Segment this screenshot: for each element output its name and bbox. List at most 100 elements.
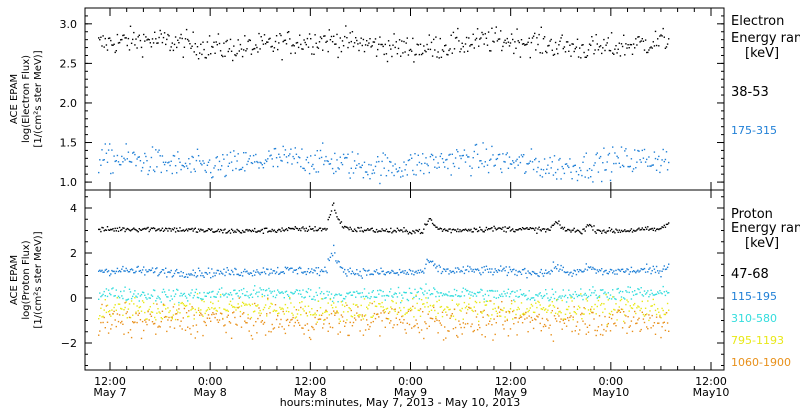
data-point <box>248 158 250 160</box>
data-point <box>259 48 261 50</box>
data-point <box>277 229 279 232</box>
data-point <box>436 319 438 321</box>
data-point <box>294 147 296 149</box>
data-point <box>350 167 352 169</box>
data-point <box>100 270 102 273</box>
data-point <box>453 229 456 231</box>
data-point <box>431 222 434 225</box>
data-point <box>205 295 207 297</box>
data-point <box>596 269 598 271</box>
data-point <box>485 324 488 326</box>
data-point <box>258 312 260 314</box>
data-point <box>549 156 551 159</box>
data-point <box>631 307 634 310</box>
data-point <box>502 45 504 48</box>
data-point <box>136 296 138 298</box>
data-point <box>502 324 504 326</box>
data-point <box>538 160 540 163</box>
data-point <box>249 318 251 320</box>
data-point <box>476 230 479 233</box>
data-point <box>197 155 200 157</box>
data-point <box>393 272 395 274</box>
data-point <box>638 306 640 308</box>
data-point <box>561 328 563 330</box>
data-point <box>447 306 449 309</box>
data-point <box>238 290 240 292</box>
data-point <box>536 306 538 309</box>
data-point <box>213 295 215 298</box>
data-point <box>430 219 433 221</box>
data-point <box>614 48 616 50</box>
data-point <box>612 52 614 54</box>
data-point <box>130 297 133 300</box>
data-point <box>342 45 345 47</box>
data-point <box>650 272 652 275</box>
data-point <box>409 292 412 294</box>
data-point <box>273 309 276 311</box>
data-point <box>406 271 408 274</box>
data-point <box>409 307 412 309</box>
data-point <box>158 273 160 276</box>
data-point <box>524 228 526 230</box>
data-point <box>189 43 191 45</box>
data-point <box>342 297 345 300</box>
data-point <box>617 157 619 159</box>
data-point <box>434 320 436 323</box>
data-point <box>469 266 471 268</box>
data-point <box>513 309 515 312</box>
y-axis-label-line: log(Proton Flux) <box>21 240 32 319</box>
data-point <box>579 306 581 309</box>
data-point <box>625 43 627 45</box>
data-point <box>512 228 514 230</box>
data-point <box>320 230 323 232</box>
data-point <box>570 297 572 299</box>
data-point <box>182 317 184 319</box>
data-point <box>113 230 115 232</box>
data-point <box>444 268 446 271</box>
data-point <box>592 286 594 288</box>
data-point <box>581 295 583 297</box>
data-point <box>314 270 316 272</box>
data-point <box>437 312 439 314</box>
data-point <box>249 304 251 307</box>
data-point <box>461 42 463 44</box>
data-point <box>420 288 423 290</box>
data-point <box>316 46 318 48</box>
data-point <box>118 41 121 44</box>
data-point <box>590 224 592 227</box>
data-point <box>548 299 550 302</box>
data-point <box>636 307 638 309</box>
data-point <box>154 322 156 325</box>
data-point <box>114 160 116 163</box>
data-point <box>480 228 482 231</box>
data-point <box>567 271 569 273</box>
data-point <box>487 294 490 297</box>
data-point <box>560 264 562 267</box>
data-point <box>620 229 623 232</box>
data-point <box>261 320 263 322</box>
data-point <box>183 307 186 310</box>
data-point <box>122 323 124 325</box>
data-point <box>570 55 572 57</box>
data-point <box>445 159 447 161</box>
data-point <box>326 317 328 319</box>
data-point <box>560 297 562 299</box>
data-point <box>517 229 519 231</box>
data-point <box>158 297 160 299</box>
data-point <box>104 143 106 145</box>
data-point <box>304 169 306 172</box>
data-point <box>345 25 347 27</box>
data-point <box>372 230 374 232</box>
data-point <box>116 313 119 315</box>
data-point <box>340 266 343 269</box>
data-point <box>174 231 177 233</box>
data-point <box>303 271 305 273</box>
data-point <box>619 55 622 57</box>
data-point <box>565 325 568 327</box>
data-point <box>470 44 472 46</box>
data-point <box>404 270 406 272</box>
data-point <box>223 229 225 231</box>
data-point <box>618 269 620 271</box>
data-point <box>524 44 526 46</box>
data-point <box>437 270 439 273</box>
